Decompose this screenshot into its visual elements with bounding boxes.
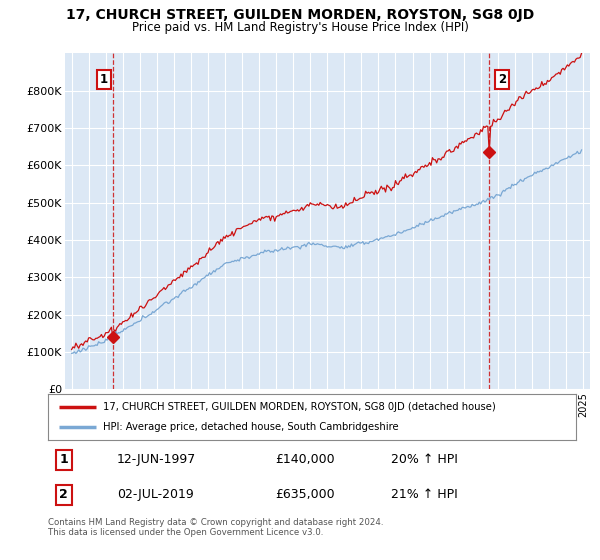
Text: £140,000: £140,000 bbox=[275, 454, 335, 466]
Text: 17, CHURCH STREET, GUILDEN MORDEN, ROYSTON, SG8 0JD: 17, CHURCH STREET, GUILDEN MORDEN, ROYST… bbox=[66, 8, 534, 22]
Text: Price paid vs. HM Land Registry's House Price Index (HPI): Price paid vs. HM Land Registry's House … bbox=[131, 21, 469, 34]
Text: 12-JUN-1997: 12-JUN-1997 bbox=[116, 454, 196, 466]
Text: 21% ↑ HPI: 21% ↑ HPI bbox=[391, 488, 458, 501]
Text: 20% ↑ HPI: 20% ↑ HPI bbox=[391, 454, 458, 466]
Text: Contains HM Land Registry data © Crown copyright and database right 2024.
This d: Contains HM Land Registry data © Crown c… bbox=[48, 518, 383, 538]
Text: 1: 1 bbox=[100, 73, 107, 86]
Text: £635,000: £635,000 bbox=[275, 488, 335, 501]
Text: 17, CHURCH STREET, GUILDEN MORDEN, ROYSTON, SG8 0JD (detached house): 17, CHURCH STREET, GUILDEN MORDEN, ROYST… bbox=[103, 402, 496, 412]
Text: 2: 2 bbox=[59, 488, 68, 501]
Text: HPI: Average price, detached house, South Cambridgeshire: HPI: Average price, detached house, Sout… bbox=[103, 422, 399, 432]
Text: 1: 1 bbox=[59, 454, 68, 466]
Text: 02-JUL-2019: 02-JUL-2019 bbox=[116, 488, 193, 501]
Text: 2: 2 bbox=[498, 73, 506, 86]
